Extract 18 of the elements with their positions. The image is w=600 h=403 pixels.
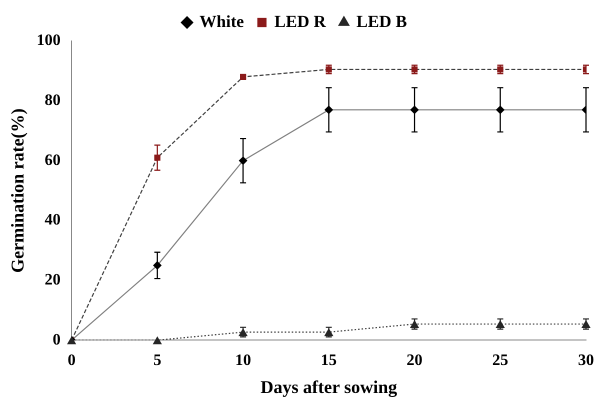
x-tick-label: 25	[492, 352, 508, 369]
x-tick-label: 0	[68, 352, 76, 369]
y-tick-label: 80	[44, 92, 61, 109]
y-tick-label: 0	[52, 331, 61, 348]
x-tick-label: 20	[406, 352, 423, 369]
y-tick-label: 40	[44, 212, 61, 229]
y-axis-title: Germination rate(%)	[7, 108, 28, 273]
x-tick-label: 10	[235, 352, 252, 369]
x-axis-title: Days after sowing	[260, 376, 398, 397]
legend-label: LED B	[356, 12, 407, 31]
x-tick-label: 15	[320, 352, 337, 369]
y-tick-label: 100	[36, 32, 61, 50]
y-tick-label: 20	[44, 272, 61, 288]
x-tick-label: 5	[153, 352, 162, 369]
legend-label: LED R	[274, 12, 327, 31]
x-tick-label: 30	[578, 352, 594, 369]
legend-label: White	[200, 12, 244, 31]
y-tick-label: 60	[44, 152, 61, 169]
